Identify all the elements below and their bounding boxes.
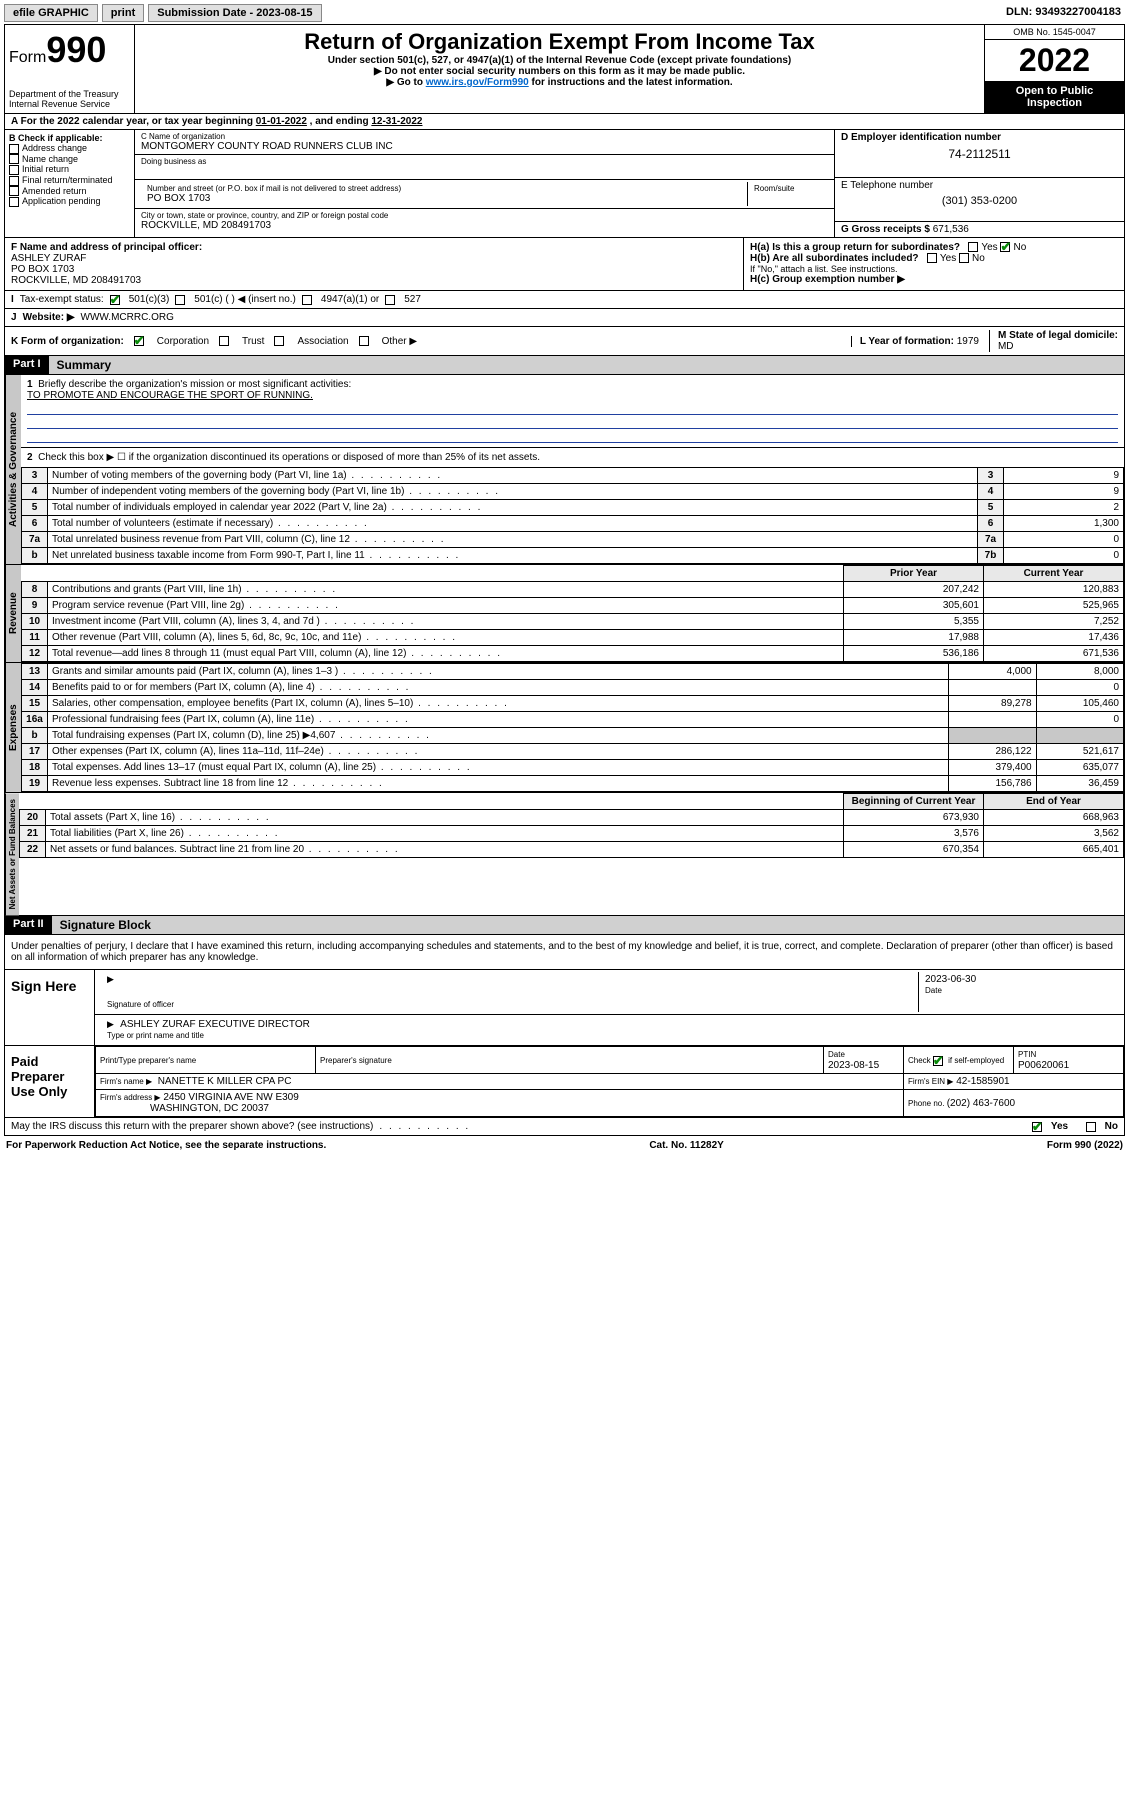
irs-label: Internal Revenue Service — [9, 99, 130, 109]
checkbox-527[interactable] — [385, 295, 395, 305]
submission-date-button[interactable]: Submission Date - 2023-08-15 — [148, 4, 321, 22]
row-j: J Website: ▶ WWW.MCRRC.ORG — [4, 309, 1125, 327]
subtitle-1: Under section 501(c), 527, or 4947(a)(1)… — [143, 55, 976, 66]
form-header: Form990 Department of the Treasury Inter… — [4, 24, 1125, 114]
governance-table: 3Number of voting members of the governi… — [21, 467, 1124, 564]
top-toolbar: efile GRAPHIC print Submission Date - 20… — [4, 4, 1125, 22]
section-bcd: B Check if applicable: Address change Na… — [4, 130, 1125, 238]
block-revenue: Revenue Prior YearCurrent Year8Contribut… — [4, 565, 1125, 663]
expenses-table: 13Grants and similar amounts paid (Part … — [21, 663, 1124, 792]
omb-number: OMB No. 1545-0047 — [985, 25, 1124, 40]
submission-date-value: 2023-08-15 — [256, 7, 312, 19]
checkbox-discuss-yes[interactable] — [1032, 1122, 1042, 1132]
mission-text: TO PROMOTE AND ENCOURAGE THE SPORT OF RU… — [27, 390, 313, 401]
box-e-label: E Telephone number — [841, 180, 933, 191]
firm-addr2: WASHINGTON, DC 20037 — [150, 1103, 269, 1114]
row-klm: K Form of organization: Corporation Trus… — [4, 327, 1125, 356]
checkbox-final-return[interactable] — [9, 176, 19, 186]
checkbox-501c3[interactable] — [110, 295, 120, 305]
netassets-table: Beginning of Current YearEnd of Year20To… — [19, 793, 1124, 858]
section-fh: F Name and address of principal officer:… — [4, 238, 1125, 291]
checkbox-hb-no[interactable] — [959, 253, 969, 263]
ptin-value: P00620061 — [1018, 1060, 1069, 1071]
checkbox-assoc[interactable] — [274, 336, 284, 346]
paid-preparer-block: Paid Preparer Use Only Print/Type prepar… — [4, 1046, 1125, 1118]
tab-governance: Activities & Governance — [5, 375, 21, 564]
officer-name-title: ASHLEY ZURAF EXECUTIVE DIRECTOR — [120, 1019, 310, 1030]
checkbox-501c[interactable] — [175, 295, 185, 305]
form-number: Form990 — [9, 29, 130, 71]
officer-name: ASHLEY ZURAF — [11, 253, 86, 264]
checkbox-address-change[interactable] — [9, 144, 19, 154]
year-formation: 1979 — [957, 336, 979, 347]
block-netassets: Net Assets or Fund Balances Beginning of… — [4, 793, 1125, 916]
checkbox-initial-return[interactable] — [9, 165, 19, 175]
part2-header: Part II Signature Block — [4, 916, 1125, 935]
firm-ein: 42-1585901 — [956, 1076, 1009, 1087]
checkbox-self-employed[interactable] — [933, 1056, 943, 1066]
box-c: C Name of organization MONTGOMERY COUNTY… — [135, 130, 834, 237]
open-to-public-badge: Open to Public Inspection — [985, 81, 1124, 113]
discuss-row: May the IRS discuss this return with the… — [4, 1118, 1125, 1136]
tab-revenue: Revenue — [5, 565, 21, 662]
part1-header: Part I Summary — [4, 356, 1125, 375]
checkbox-name-change[interactable] — [9, 154, 19, 164]
subtitle-3: ▶ Go to www.irs.gov/Form990 for instruct… — [143, 77, 976, 88]
phone-value: (301) 353-0200 — [841, 195, 1118, 207]
declaration-text: Under penalties of perjury, I declare th… — [4, 935, 1125, 970]
tab-expenses: Expenses — [5, 663, 21, 792]
form-title: Return of Organization Exempt From Incom… — [143, 29, 976, 55]
checkbox-ha-no[interactable] — [1000, 242, 1010, 252]
firm-phone: (202) 463-7600 — [947, 1098, 1015, 1109]
checkbox-application-pending[interactable] — [9, 197, 19, 207]
instructions-link[interactable]: www.irs.gov/Form990 — [426, 77, 529, 88]
print-button[interactable]: print — [102, 4, 144, 22]
box-b: B Check if applicable: Address change Na… — [5, 130, 135, 237]
tax-period-row: A For the 2022 calendar year, or tax yea… — [4, 114, 1125, 130]
state-domicile: MD — [998, 341, 1014, 352]
block-expenses: Expenses 13Grants and similar amounts pa… — [4, 663, 1125, 793]
tab-netassets: Net Assets or Fund Balances — [5, 793, 19, 915]
box-g-label: G Gross receipts $ — [841, 224, 933, 235]
checkbox-hb-yes[interactable] — [927, 253, 937, 263]
tax-year: 2022 — [985, 40, 1124, 81]
checkbox-corp[interactable] — [134, 336, 144, 346]
dept-label: Department of the Treasury — [9, 89, 130, 99]
firm-name: NANETTE K MILLER CPA PC — [158, 1076, 292, 1087]
box-d-label: D Employer identification number — [841, 132, 1001, 143]
row-i: I Tax-exempt status: 501(c)(3) 501(c) ( … — [4, 291, 1125, 309]
website-value: WWW.MCRRC.ORG — [81, 312, 174, 323]
checkbox-other[interactable] — [359, 336, 369, 346]
checkbox-ha-yes[interactable] — [968, 242, 978, 252]
sig-date: 2023-06-30 — [925, 974, 976, 985]
firm-addr1: 2450 VIRGINIA AVE NW E309 — [163, 1092, 298, 1103]
revenue-table: Prior YearCurrent Year8Contributions and… — [21, 565, 1124, 662]
sign-here-block: Sign Here Signature of officer 2023-06-3… — [4, 970, 1125, 1046]
checkbox-amended-return[interactable] — [9, 186, 19, 196]
checkbox-trust[interactable] — [219, 336, 229, 346]
subtitle-2: ▶ Do not enter social security numbers o… — [143, 66, 976, 77]
submission-date-label: Submission Date - — [157, 7, 256, 19]
checkbox-4947[interactable] — [302, 295, 312, 305]
org-street: PO BOX 1703 — [147, 193, 741, 204]
page-footer: For Paperwork Reduction Act Notice, see … — [4, 1136, 1125, 1155]
block-governance: Activities & Governance 1 Briefly descri… — [4, 375, 1125, 565]
ein-value: 74-2112511 — [841, 147, 1118, 161]
dln-display: DLN: 93493227004183 — [1002, 4, 1125, 22]
efile-button[interactable]: efile GRAPHIC — [4, 4, 98, 22]
org-city: ROCKVILLE, MD 208491703 — [141, 220, 828, 231]
gross-receipts-value: 671,536 — [933, 224, 969, 235]
checkbox-discuss-no[interactable] — [1086, 1122, 1096, 1132]
org-name: MONTGOMERY COUNTY ROAD RUNNERS CLUB INC — [141, 141, 828, 152]
